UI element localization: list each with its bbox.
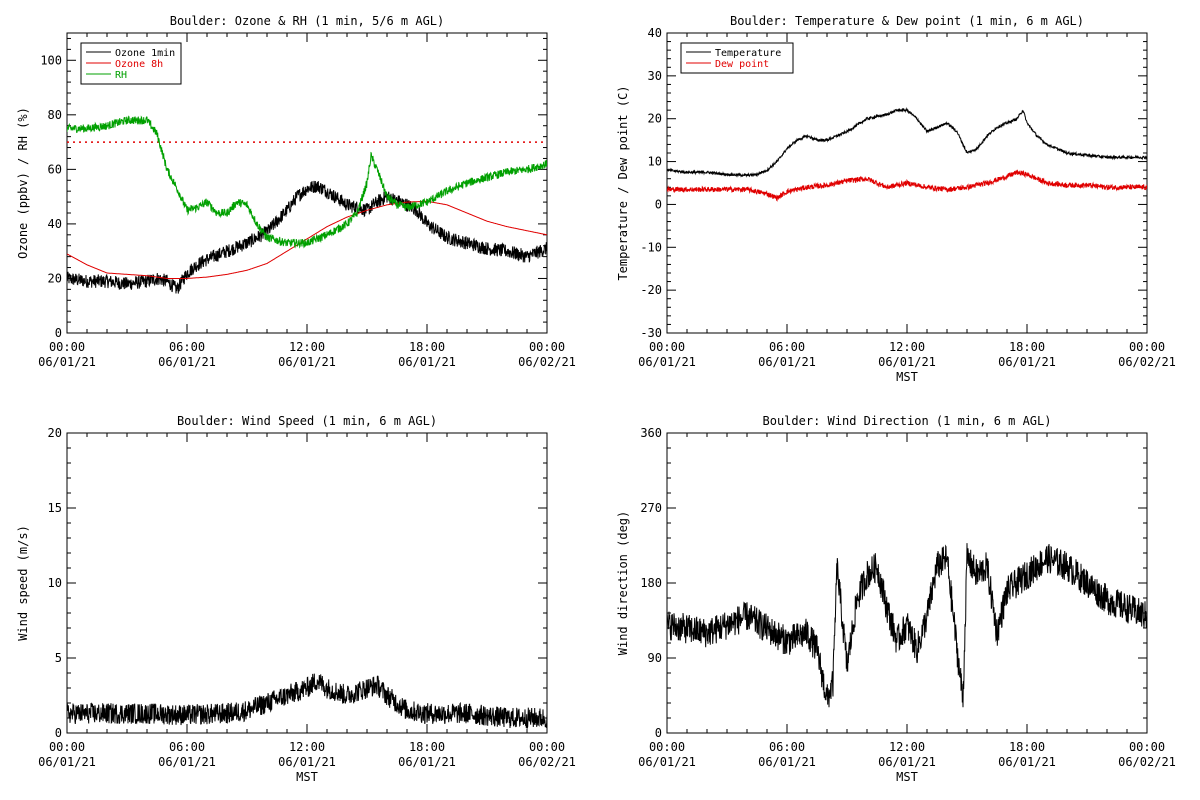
x-tick-label-time: 12:00 (289, 740, 325, 754)
y-tick-label: 0 (55, 326, 62, 340)
chart-panel-2: Boulder: Temperature & Dew point (1 min,… (616, 14, 1176, 384)
x-tick-label-date: 06/01/21 (758, 755, 816, 769)
x-tick-label-date: 06/01/21 (38, 755, 96, 769)
legend-label: Ozone 8h (115, 59, 163, 70)
y-axis-label: Ozone (ppbv) / RH (%) (16, 107, 30, 259)
series-line-1 (667, 543, 1147, 708)
legend-label: Ozone 1min (115, 48, 175, 59)
y-tick-label: 10 (48, 576, 62, 590)
x-tick-label-time: 00:00 (49, 740, 85, 754)
x-tick-label-date: 06/01/21 (158, 355, 216, 369)
y-tick-label: -10 (640, 240, 662, 254)
y-tick-label: 0 (55, 726, 62, 740)
x-axis-label: MST (896, 370, 918, 384)
x-tick-label-time: 12:00 (889, 340, 925, 354)
y-tick-label: 0 (655, 197, 662, 211)
chart-title: Boulder: Temperature & Dew point (1 min,… (730, 14, 1084, 28)
x-tick-label-date: 06/01/21 (638, 755, 696, 769)
y-tick-label: 80 (48, 108, 62, 122)
x-tick-label-date: 06/01/21 (998, 355, 1056, 369)
series-line-1 (667, 107, 1147, 178)
x-tick-label-time: 00:00 (1129, 340, 1165, 354)
legend-label: RH (115, 70, 127, 81)
x-tick-label-time: 12:00 (889, 740, 925, 754)
x-tick-label-time: 06:00 (169, 340, 205, 354)
x-tick-label-date: 06/01/21 (278, 755, 336, 769)
y-tick-label: 40 (48, 217, 62, 231)
x-tick-label-time: 00:00 (1129, 740, 1165, 754)
x-tick-label-date: 06/01/21 (998, 755, 1056, 769)
y-tick-label: 20 (48, 271, 62, 285)
x-tick-label-time: 00:00 (649, 340, 685, 354)
legend-label: Temperature (715, 48, 781, 59)
x-tick-label-time: 18:00 (409, 740, 445, 754)
y-tick-label: 100 (40, 53, 62, 67)
legend-box (680, 42, 794, 74)
series-line-1 (67, 180, 547, 294)
y-tick-label: 20 (648, 112, 662, 126)
x-tick-label-date: 06/01/21 (398, 355, 456, 369)
y-axis-label: Wind speed (m/s) (16, 525, 30, 641)
series-line-2 (67, 200, 547, 279)
y-tick-label: 180 (640, 576, 662, 590)
series-line-3 (67, 115, 547, 249)
x-tick-label-time: 18:00 (1009, 740, 1045, 754)
x-tick-label-date: 06/01/21 (158, 755, 216, 769)
x-tick-label-date: 06/01/21 (878, 755, 936, 769)
series-line-2 (667, 169, 1147, 202)
x-tick-label-time: 00:00 (529, 340, 565, 354)
x-tick-label-date: 06/02/21 (1118, 355, 1176, 369)
x-tick-label-time: 06:00 (769, 740, 805, 754)
y-tick-label: 60 (48, 162, 62, 176)
x-tick-label-date: 06/01/21 (878, 355, 936, 369)
chart-title: Boulder: Wind Direction (1 min, 6 m AGL) (763, 414, 1052, 428)
x-tick-label-time: 06:00 (169, 740, 205, 754)
x-tick-label-time: 12:00 (289, 340, 325, 354)
x-tick-label-date: 06/01/21 (398, 755, 456, 769)
x-tick-label-time: 00:00 (649, 740, 685, 754)
y-tick-label: -20 (640, 283, 662, 297)
x-tick-label-time: 18:00 (409, 340, 445, 354)
x-tick-label-time: 18:00 (1009, 340, 1045, 354)
y-tick-label: 30 (648, 69, 662, 83)
chart-title: Boulder: Ozone & RH (1 min, 5/6 m AGL) (170, 14, 445, 28)
x-tick-label-time: 00:00 (529, 740, 565, 754)
y-axis-label: Wind direction (deg) (616, 511, 630, 656)
plot-frame (666, 432, 1148, 734)
x-axis-label: MST (296, 770, 318, 784)
series-line-1 (67, 673, 547, 729)
x-tick-label-time: 06:00 (769, 340, 805, 354)
x-tick-label-date: 06/01/21 (638, 355, 696, 369)
x-tick-label-time: 00:00 (49, 340, 85, 354)
x-tick-label-date: 06/01/21 (278, 355, 336, 369)
x-tick-label-date: 06/01/21 (758, 355, 816, 369)
chart-title: Boulder: Wind Speed (1 min, 6 m AGL) (177, 414, 437, 428)
y-tick-label: 15 (48, 501, 62, 515)
y-tick-label: 90 (648, 651, 662, 665)
y-tick-label: 0 (655, 726, 662, 740)
y-axis-label: Temperature / Dew point (C) (616, 85, 630, 280)
y-tick-label: 5 (55, 651, 62, 665)
x-axis-label: MST (896, 770, 918, 784)
chart-panel-3: Boulder: Wind Speed (1 min, 6 m AGL) 0 5 10… (16, 414, 576, 784)
x-tick-label-date: 06/02/21 (1118, 755, 1176, 769)
y-tick-label: 20 (48, 426, 62, 440)
x-tick-label-date: 06/02/21 (518, 755, 576, 769)
legend-label: Dew point (715, 59, 769, 70)
y-tick-label: 360 (640, 426, 662, 440)
chart-panel-1: Boulder: Ozone & RH (1 min, 5/6 m AGL) 0 2… (16, 14, 576, 369)
y-tick-label: 40 (648, 26, 662, 40)
x-tick-label-date: 06/02/21 (518, 355, 576, 369)
y-tick-label: -30 (640, 326, 662, 340)
y-tick-label: 270 (640, 501, 662, 515)
y-tick-label: 10 (648, 155, 662, 169)
chart-panel-4: Boulder: Wind Direction (1 min, 6 m AGL)… (616, 414, 1176, 784)
x-tick-label-date: 06/01/21 (38, 355, 96, 369)
